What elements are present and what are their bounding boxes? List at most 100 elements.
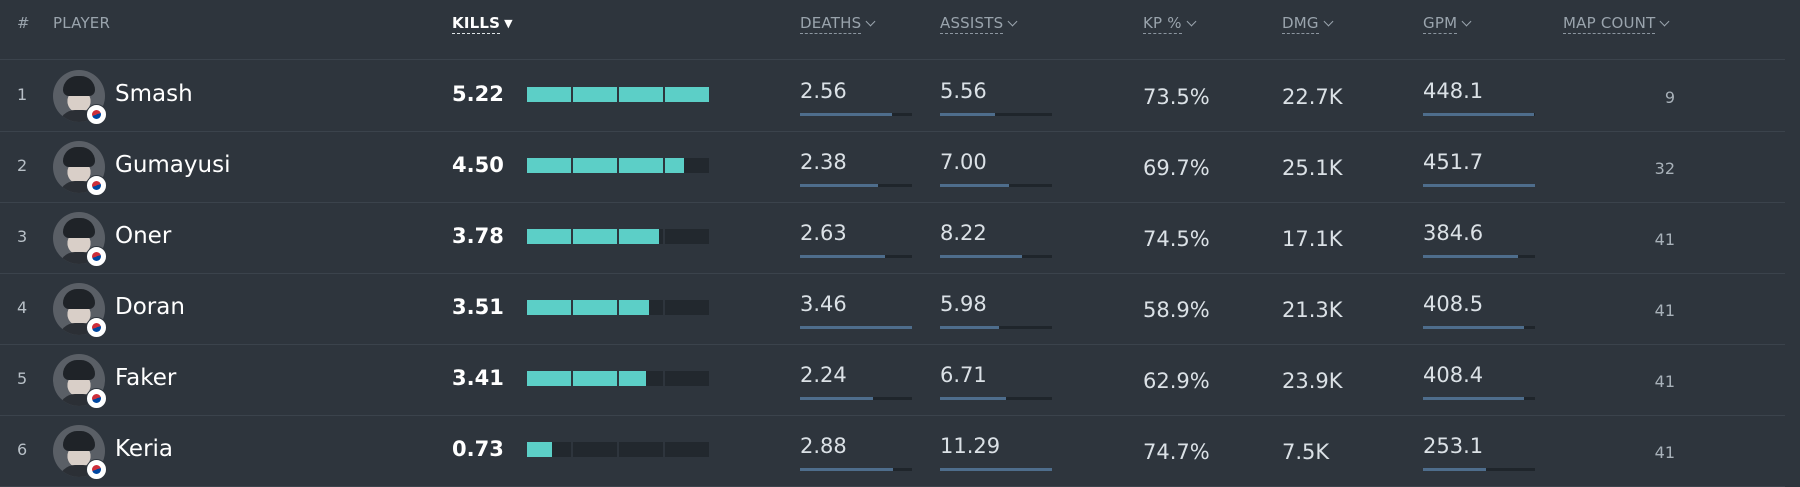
deaths-bar <box>800 397 912 400</box>
assists-bar <box>940 326 1052 329</box>
chevron-down-icon <box>1007 16 1018 27</box>
gpm-value: 448.1 <box>1423 79 1484 103</box>
gpm-bar <box>1423 397 1535 400</box>
kills-bar-fill <box>527 229 659 244</box>
kp-value: 69.7% <box>1143 156 1210 180</box>
gpm-bar <box>1423 113 1535 116</box>
player-name-link[interactable]: Oner <box>115 223 172 249</box>
assists-value: 6.71 <box>940 363 987 387</box>
assists-value: 5.98 <box>940 292 987 316</box>
map-count-value: 41 <box>1654 443 1675 462</box>
deaths-bar <box>800 326 912 329</box>
header-divider <box>0 59 1785 60</box>
map-count-value: 32 <box>1654 159 1675 178</box>
deaths-value: 2.63 <box>800 221 847 245</box>
assists-bar <box>940 184 1052 187</box>
table-row[interactable]: 1 Smash 5.22 2.56 5.56 448.1 73.5% 22.7K 9 <box>0 60 1785 132</box>
kills-value: 0.73 <box>452 437 504 461</box>
deaths-bar <box>800 255 912 258</box>
kills-bar-fill <box>527 371 646 386</box>
player-name-link[interactable]: Faker <box>115 365 177 391</box>
gpm-bar <box>1423 255 1535 258</box>
gpm-value: 451.7 <box>1423 150 1484 174</box>
kills-bar-fill <box>527 442 552 457</box>
kills-bar <box>527 229 709 244</box>
kills-value: 3.41 <box>452 366 504 390</box>
south-korea-flag-icon <box>86 104 107 125</box>
gpm-bar <box>1423 184 1535 187</box>
table-header: # PLAYER KILLS ▼ DEATHS ASSISTS KP % DMG … <box>0 0 1800 59</box>
assists-value: 5.56 <box>940 79 987 103</box>
table-row[interactable]: 5 Faker 3.41 2.24 6.71 408.4 62.9% 23.9K 41 <box>0 344 1785 416</box>
table-row[interactable]: 4 Doran 3.51 3.46 5.98 408.5 58.9% 21.3K 41 <box>0 273 1785 345</box>
dmg-value: 25.1K <box>1282 156 1343 180</box>
sort-dmg-button[interactable]: DMG <box>1282 15 1334 34</box>
assists-bar <box>940 397 1052 400</box>
assists-bar <box>940 113 1052 116</box>
deaths-value: 2.24 <box>800 363 847 387</box>
kp-value: 58.9% <box>1143 298 1210 322</box>
header-player: PLAYER <box>53 14 111 32</box>
assists-bar <box>940 255 1052 258</box>
sort-kp-button[interactable]: KP % <box>1143 15 1197 34</box>
sort-gpm-button[interactable]: GPM <box>1423 15 1472 34</box>
chevron-down-icon <box>1186 16 1197 27</box>
dmg-value: 7.5K <box>1282 440 1330 464</box>
table-row[interactable]: 2 Gumayusi 4.50 2.38 7.00 451.7 69.7% 25.1K 32 <box>0 131 1785 203</box>
gpm-value: 253.1 <box>1423 434 1484 458</box>
deaths-bar <box>800 468 912 471</box>
kills-value: 5.22 <box>452 82 504 106</box>
chevron-down-icon <box>1660 16 1670 27</box>
sort-assists-button[interactable]: ASSISTS <box>940 15 1018 34</box>
map-count-value: 41 <box>1654 372 1675 391</box>
kp-value: 74.7% <box>1143 440 1210 464</box>
rank-number: 3 <box>17 227 28 246</box>
sort-kills-button[interactable]: KILLS ▼ <box>452 14 513 34</box>
table-row[interactable]: 3 Oner 3.78 2.63 8.22 384.6 74.5% 17.1K 41 <box>0 202 1785 274</box>
player-name-link[interactable]: Doran <box>115 294 185 320</box>
kp-value: 73.5% <box>1143 85 1210 109</box>
gpm-bar <box>1423 468 1535 471</box>
player-name-link[interactable]: Smash <box>115 81 193 107</box>
deaths-value: 2.88 <box>800 434 847 458</box>
assists-value: 8.22 <box>940 221 987 245</box>
rank-number: 5 <box>17 369 28 388</box>
deaths-bar <box>800 113 912 116</box>
sort-deaths-button[interactable]: DEATHS <box>800 15 876 34</box>
rank-number: 2 <box>17 156 28 175</box>
south-korea-flag-icon <box>86 175 107 196</box>
kills-bar <box>527 300 709 315</box>
deaths-value: 3.46 <box>800 292 847 316</box>
table-row[interactable]: 6 Keria 0.73 2.88 11.29 253.1 74.7% 7.5K 41 <box>0 415 1785 487</box>
kills-bar <box>527 87 709 102</box>
assists-value: 7.00 <box>940 150 987 174</box>
map-count-value: 9 <box>1664 88 1675 107</box>
dmg-value: 22.7K <box>1282 85 1343 109</box>
kills-bar-fill <box>527 158 684 173</box>
dmg-value: 23.9K <box>1282 369 1343 393</box>
south-korea-flag-icon <box>86 388 107 409</box>
dmg-value: 17.1K <box>1282 227 1343 251</box>
sort-map-count-button[interactable]: MAP COUNT <box>1563 15 1670 34</box>
player-name-link[interactable]: Keria <box>115 436 174 462</box>
player-name-link[interactable]: Gumayusi <box>115 152 231 178</box>
kills-bar <box>527 158 709 173</box>
gpm-bar <box>1423 326 1535 329</box>
south-korea-flag-icon <box>86 246 107 267</box>
header-rank: # <box>17 14 30 32</box>
deaths-value: 2.38 <box>800 150 847 174</box>
kills-bar <box>527 371 709 386</box>
kills-value: 4.50 <box>452 153 504 177</box>
rank-number: 6 <box>17 440 28 459</box>
kp-value: 62.9% <box>1143 369 1210 393</box>
gpm-value: 384.6 <box>1423 221 1484 245</box>
south-korea-flag-icon <box>86 459 107 480</box>
deaths-bar <box>800 184 912 187</box>
assists-bar <box>940 468 1052 471</box>
kp-value: 74.5% <box>1143 227 1210 251</box>
rank-number: 1 <box>17 85 28 104</box>
rank-number: 4 <box>17 298 28 317</box>
deaths-value: 2.56 <box>800 79 847 103</box>
map-count-value: 41 <box>1654 230 1675 249</box>
